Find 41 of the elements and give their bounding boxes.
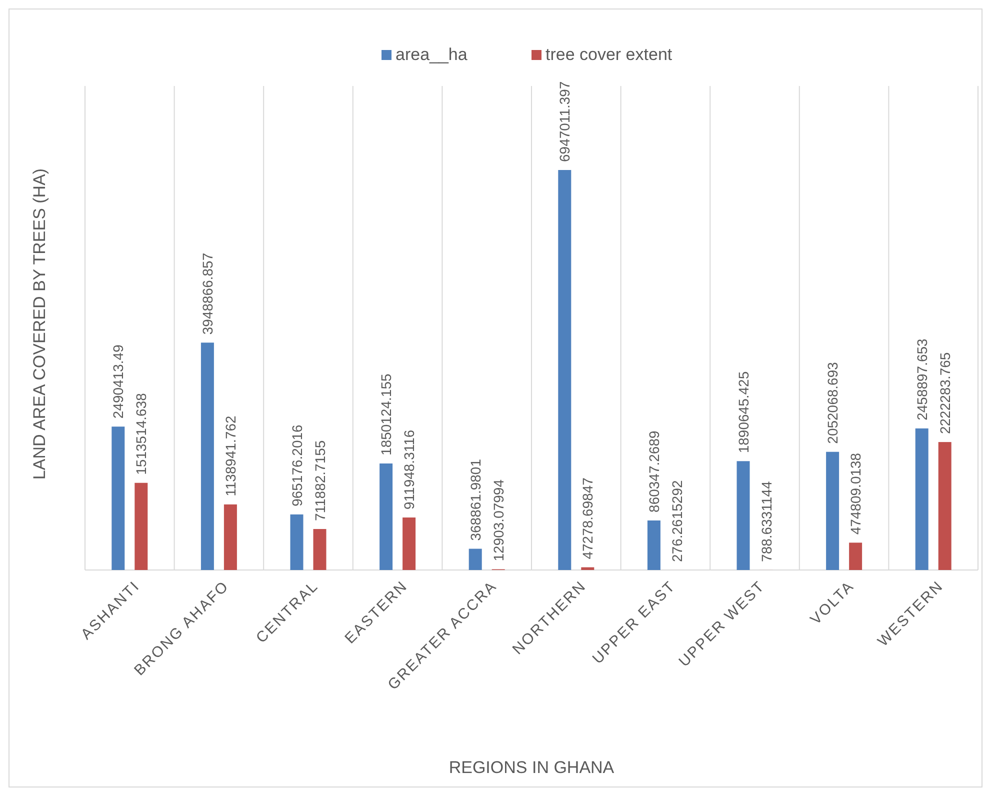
bar <box>380 463 393 570</box>
x-axis-title: REGIONS IN GHANA <box>448 758 615 777</box>
bar <box>468 548 482 570</box>
data-label: 2052068.693 <box>824 362 841 444</box>
data-label: 474809.0138 <box>848 452 864 535</box>
bar <box>915 428 928 570</box>
data-label: 965176.2016 <box>288 424 305 506</box>
data-label: 47278.69847 <box>580 477 596 560</box>
bar <box>313 529 326 570</box>
data-label: 711882.7155 <box>312 440 328 522</box>
bar <box>224 504 237 570</box>
bar <box>647 520 660 570</box>
bar <box>290 514 304 570</box>
bar <box>402 517 416 570</box>
data-label: 911948.3116 <box>401 430 418 510</box>
data-label: 368861.9801 <box>467 458 484 541</box>
data-label: 2458897.653 <box>914 338 930 420</box>
data-label: 276.2615292 <box>668 480 685 562</box>
bar <box>849 542 862 570</box>
bar <box>134 482 148 570</box>
bar <box>938 442 952 570</box>
data-label: 788.6331144 <box>758 481 774 562</box>
data-label: 1850124.155 <box>378 374 394 456</box>
y-axis-title: LAND AREA COVERED BY TREES (HA) <box>30 168 49 480</box>
bar <box>558 170 572 570</box>
data-label: 2222283.765 <box>936 352 953 434</box>
data-label: 2490413.49 <box>110 344 126 419</box>
data-label: 1890645.425 <box>735 371 752 454</box>
data-label: 6947011.397 <box>556 81 573 162</box>
legend-label: area__ha <box>396 45 468 64</box>
bar <box>112 426 125 570</box>
bar <box>736 461 750 570</box>
data-label: 12903.07994 <box>490 479 506 562</box>
data-label: 1138941.762 <box>222 415 238 496</box>
data-label: 860347.2689 <box>646 430 662 512</box>
bar <box>200 342 214 570</box>
data-label: 3948866.857 <box>199 252 216 335</box>
bar <box>826 452 840 570</box>
legend-label: tree cover extent <box>546 45 672 64</box>
bar <box>581 567 594 570</box>
data-label: 1513514.638 <box>133 392 150 475</box>
